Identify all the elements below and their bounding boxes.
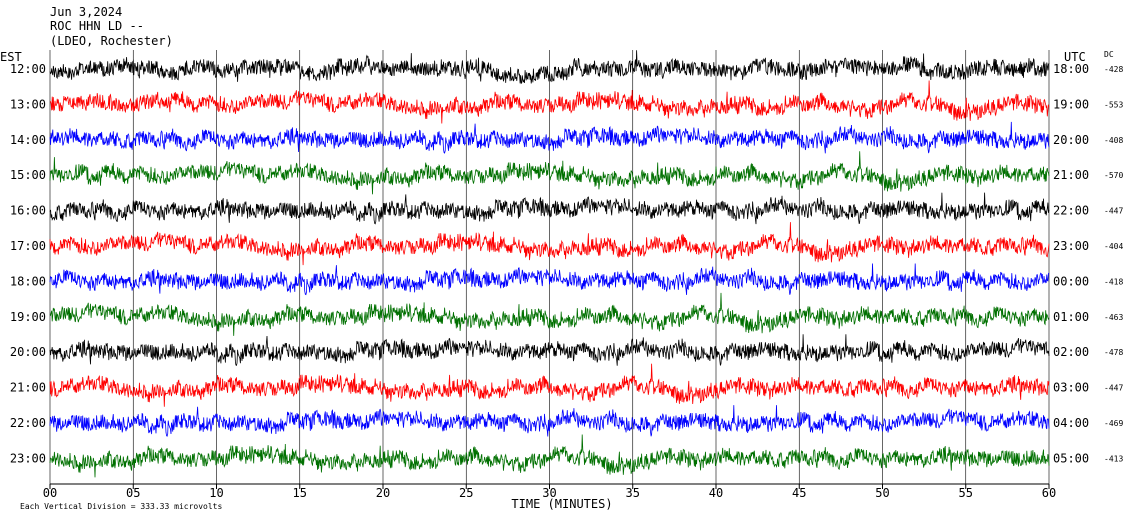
right-axis-label: UTC	[1064, 50, 1086, 64]
est-label: 19:00	[10, 310, 46, 324]
dc-label: DC	[1104, 50, 1114, 59]
dc-value: -413	[1104, 454, 1123, 463]
trace-2100	[49, 363, 1050, 407]
x-axis: 00 05 10 15 20 25 30 35 40 45 50 55 60	[43, 484, 1056, 500]
est-label: 16:00	[10, 204, 46, 218]
utc-label: 05:00	[1053, 451, 1089, 465]
x-tick-label: 30	[542, 486, 556, 500]
trace-1200	[49, 50, 1050, 85]
traces	[49, 50, 1050, 478]
xaxis-title: TIME (MINUTES)	[511, 497, 612, 511]
est-label: 17:00	[10, 239, 46, 253]
scale-note: Each Vertical Division = 333.33 microvol…	[20, 502, 222, 511]
dc-value: -447	[1104, 384, 1123, 393]
trace-1400	[49, 121, 1050, 154]
x-tick-label: 15	[293, 486, 307, 500]
utc-label: 22:00	[1053, 204, 1089, 218]
dc-value: -447	[1104, 207, 1123, 216]
est-label: 18:00	[10, 274, 46, 288]
x-tick-label: 05	[126, 486, 140, 500]
header-station: ROC HHN LD --	[50, 19, 144, 33]
left-axis-label: EST	[0, 50, 22, 64]
x-tick-label: 00	[43, 486, 57, 500]
trace-1800	[49, 263, 1050, 296]
x-tick-label: 25	[459, 486, 473, 500]
est-label: 14:00	[10, 133, 46, 147]
utc-label: 00:00	[1053, 274, 1089, 288]
row-labels: 12:00 18:00 -428 13:00 19:00 -553 14:00 20:00 -4…	[10, 62, 1124, 465]
trace-1600	[49, 192, 1050, 225]
est-label: 12:00	[10, 62, 46, 76]
dc-value: -570	[1104, 171, 1123, 180]
dc-value: -463	[1104, 313, 1123, 322]
utc-label: 01:00	[1053, 310, 1089, 324]
header-date: Jun 3,2024	[50, 5, 122, 19]
utc-label: 23:00	[1053, 239, 1089, 253]
x-tick-label: 40	[709, 486, 723, 500]
utc-label: 02:00	[1053, 345, 1089, 359]
x-tick-label: 10	[209, 486, 223, 500]
x-tick-label: 55	[959, 486, 973, 500]
utc-label: 18:00	[1053, 62, 1089, 76]
est-label: 20:00	[10, 345, 46, 359]
est-label: 23:00	[10, 451, 46, 465]
trace-1500	[49, 151, 1050, 195]
trace-1900	[49, 292, 1050, 336]
dc-value: -428	[1104, 65, 1123, 74]
x-tick-label: 60	[1042, 486, 1056, 500]
est-label: 21:00	[10, 381, 46, 395]
est-label: 15:00	[10, 168, 46, 182]
dc-value: -478	[1104, 348, 1123, 357]
x-tick-label: 20	[376, 486, 390, 500]
x-tick-label: 45	[792, 486, 806, 500]
dc-value: -553	[1104, 100, 1123, 109]
trace-2000	[49, 334, 1050, 367]
trace-1700	[49, 222, 1050, 266]
utc-label: 19:00	[1053, 97, 1089, 111]
trace-2300	[49, 434, 1050, 478]
x-tick-label: 35	[626, 486, 640, 500]
dc-value: -408	[1104, 136, 1123, 145]
trace-2200	[49, 405, 1050, 437]
dc-value: -469	[1104, 419, 1123, 428]
x-tick-label: 50	[875, 486, 889, 500]
utc-label: 20:00	[1053, 133, 1089, 147]
dc-value: -404	[1104, 242, 1123, 251]
trace-1300	[49, 80, 1050, 124]
utc-label: 04:00	[1053, 416, 1089, 430]
est-label: 13:00	[10, 97, 46, 111]
utc-label: 03:00	[1053, 381, 1089, 395]
header-network: (LDEO, Rochester)	[50, 34, 173, 48]
est-label: 22:00	[10, 416, 46, 430]
utc-label: 21:00	[1053, 168, 1089, 182]
dc-value: -418	[1104, 277, 1123, 286]
